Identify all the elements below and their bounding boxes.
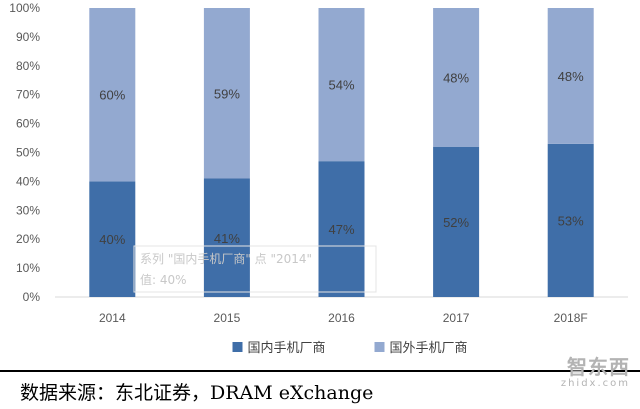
x-tick-label: 2017 [443,311,470,325]
data-label: 54% [328,78,354,93]
bars: 40% 60% 41% 59% 47% 54% 52% 48% 53% 48% [89,8,594,297]
bar-segment-domestic [318,161,365,297]
x-tick-label: 2015 [214,311,241,325]
tooltip-box [133,245,377,293]
data-label: 52% [443,215,469,230]
data-label: 47% [328,222,354,237]
x-axis: 2014 2015 2016 2017 2018F [99,311,588,325]
y-tick-label: 80% [16,59,40,73]
watermark-url: zhidx.com [560,378,630,389]
data-label: 48% [558,69,584,84]
y-tick-label: 0% [23,290,41,304]
watermark: 智东西 zhidx.com [561,357,630,389]
y-tick-label: 90% [16,30,40,44]
x-tick-label: 2018F [554,311,588,325]
chart-tooltip: 系列 "国内手机厂商" 点 "2014" 值: 40% [133,245,377,293]
y-tick-label: 50% [16,146,40,160]
bar-segment-domestic [89,181,136,297]
data-label: 48% [443,70,469,85]
watermark-logo: 智东西 [567,355,630,379]
y-tick-label: 70% [16,88,40,102]
bar-segment-foreign [547,8,594,144]
tooltip-line-2: 值: 40% [140,272,187,287]
y-tick-label: 20% [16,232,40,246]
legend-label: 国外手机厂商 [390,341,468,356]
data-label: 53% [558,213,584,228]
data-label: 41% [214,231,240,246]
bar-segment-foreign [89,8,136,182]
source-divider [0,370,640,372]
legend: 国内手机厂商 国外手机厂商 [232,340,468,356]
y-tick-label: 60% [16,117,40,131]
stacked-bar-chart: 0% 10% 20% 30% 40% 50% 60% 70% 80% 90% 100% 40% 60%… [9,1,628,356]
x-tick-label: 2014 [99,311,126,325]
bar-segment-domestic [203,178,250,297]
data-label: 60% [99,88,125,103]
y-tick-label: 100% [9,1,40,15]
y-axis: 0% 10% 20% 30% 40% 50% 60% 70% 80% 90% 100% [9,1,40,304]
y-tick-label: 10% [16,261,40,275]
legend-swatch [374,342,385,352]
bar-segment-foreign [433,8,480,147]
legend-swatch [232,342,243,352]
data-label: 59% [214,86,240,101]
bar-segment-foreign [318,8,365,162]
legend-label: 国内手机厂商 [248,340,326,356]
data-label: 40% [99,232,125,247]
bar-segment-domestic [433,146,480,297]
y-tick-label: 40% [16,174,40,188]
data-source-note: 数据来源：东北证券，DRAM eXchange [20,382,374,404]
bar-segment-foreign [203,8,250,179]
x-tick-label: 2016 [328,311,355,325]
tooltip-line-1: 系列 "国内手机厂商" 点 "2014" [140,251,312,266]
bar-segment-domestic [547,143,594,297]
y-tick-label: 30% [16,203,40,217]
